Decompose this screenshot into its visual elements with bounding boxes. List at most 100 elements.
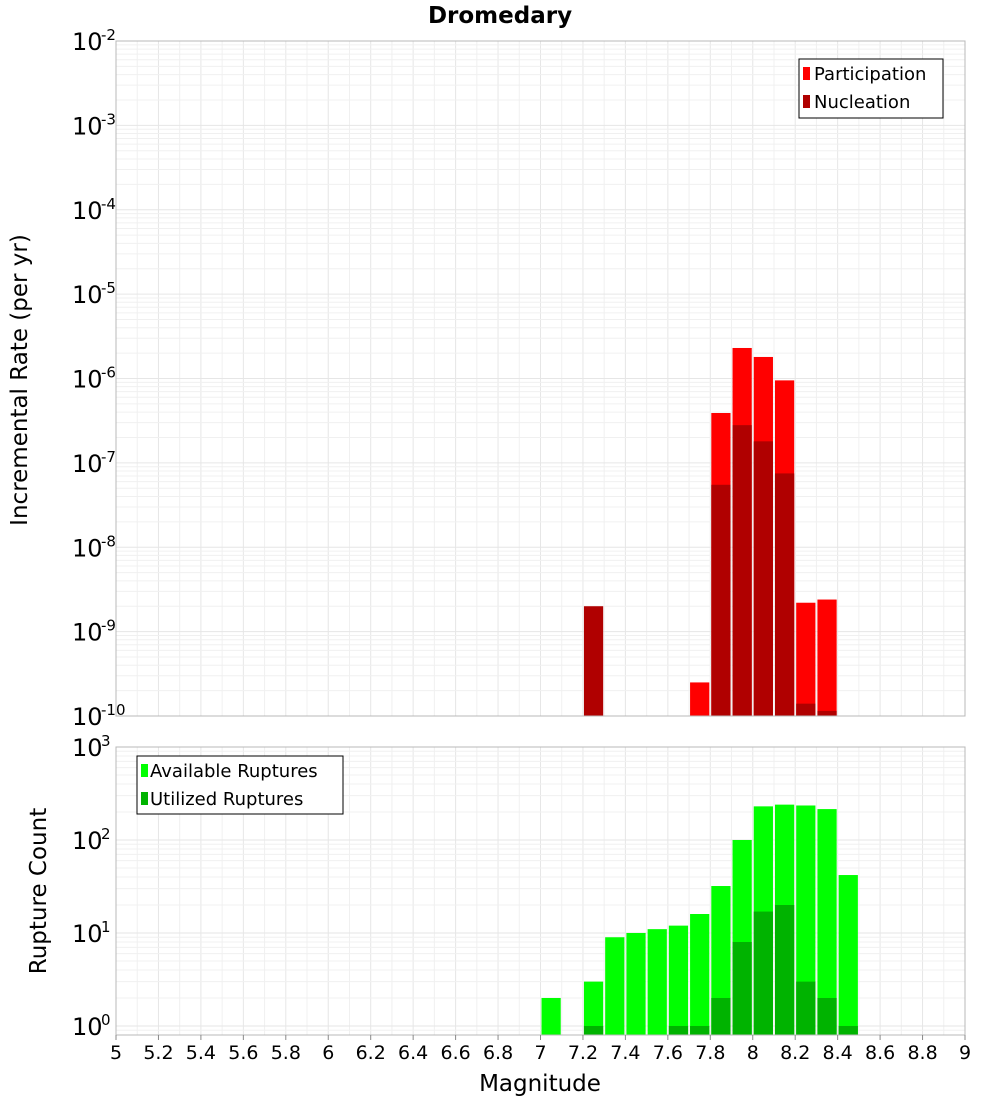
rate-plot-grid — [115, 40, 966, 717]
x-tick-label: 7.2 — [568, 1042, 598, 1064]
x-tick-label: 5.8 — [271, 1042, 301, 1064]
x-tick-label: 6.6 — [440, 1042, 470, 1064]
x-tick-label: 8.6 — [865, 1042, 895, 1064]
y-tick-label: 10 — [72, 450, 103, 478]
rate-participation-bar — [690, 682, 710, 716]
y-tick-exponent: -7 — [101, 448, 116, 466]
available-legend-label: Available Ruptures — [150, 761, 318, 782]
count-utilized-ruptures-bar — [817, 997, 837, 1035]
x-tick-label: 7.4 — [610, 1042, 640, 1064]
count-utilized-ruptures-bar — [668, 1025, 689, 1035]
utilized-legend-swatch — [141, 792, 148, 805]
rate-plot-frame — [115, 40, 966, 717]
count-available-ruptures-bar — [668, 925, 689, 1035]
count-available-ruptures-bar — [647, 929, 667, 1035]
rate-plot-y-axis-label: Incremental Rate (per yr) — [7, 234, 33, 526]
y-tick-label: 10 — [72, 920, 103, 948]
count-utilized-ruptures-bar — [690, 1025, 710, 1035]
count-utilized-ruptures-bar — [838, 1025, 858, 1035]
y-tick-exponent: -3 — [101, 110, 116, 128]
count-plot-bars — [541, 804, 858, 1035]
y-tick-label: 10 — [72, 366, 103, 394]
count-legend-box — [136, 755, 344, 815]
x-tick-label: 5.2 — [143, 1042, 173, 1064]
rate-legend-box — [798, 58, 944, 119]
count-utilized-ruptures-bar — [753, 911, 773, 1035]
x-tick-label: 6.2 — [356, 1042, 386, 1064]
participation-legend-label: Participation — [814, 64, 926, 85]
chart-title: Dromedary — [428, 3, 572, 29]
count-plot-legend: Available Ruptures Utilized Ruptures — [136, 755, 344, 815]
count-available-ruptures-bar — [626, 932, 646, 1035]
x-tick-label: 5.6 — [228, 1042, 258, 1064]
rate-nucleation-bar — [753, 441, 773, 716]
x-tick-label: 8 — [747, 1042, 759, 1064]
x-tick-label: 6.4 — [398, 1042, 428, 1064]
count-utilized-ruptures-bar — [774, 904, 795, 1035]
count-utilized-ruptures-bar — [796, 981, 816, 1035]
x-tick-label: 5.4 — [186, 1042, 216, 1064]
x-axis-label: Magnitude — [479, 1071, 601, 1097]
count-available-ruptures-bar — [605, 937, 625, 1035]
x-tick-label: 6.8 — [483, 1042, 513, 1064]
count-available-ruptures-bar — [690, 914, 710, 1035]
count-available-ruptures-bar — [817, 809, 837, 1035]
rate-plot-bars — [583, 347, 837, 716]
y-tick-exponent: 2 — [101, 825, 111, 843]
count-available-ruptures-bar — [541, 997, 561, 1035]
y-tick-exponent: -10 — [101, 701, 126, 719]
y-tick-label: 10 — [72, 534, 103, 562]
rate-nucleation-bar — [711, 484, 731, 716]
y-tick-label: 10 — [72, 281, 103, 309]
count-utilized-ruptures-bar — [583, 1025, 604, 1035]
x-tick-label: 8.4 — [823, 1042, 853, 1064]
nucleation-legend-swatch — [803, 95, 810, 108]
y-tick-exponent: -2 — [101, 26, 116, 44]
count-available-ruptures-bar — [583, 981, 604, 1035]
y-tick-label: 10 — [72, 734, 103, 762]
y-tick-label: 10 — [72, 703, 103, 731]
rate-nucleation-bar — [774, 473, 795, 716]
count-utilized-ruptures-bar — [732, 942, 752, 1035]
y-tick-label: 10 — [72, 1013, 103, 1041]
available-legend-swatch — [141, 764, 148, 777]
y-tick-exponent: -9 — [101, 617, 116, 635]
rate-nucleation-bar — [583, 606, 604, 716]
count-plot-y-axis-label: Rupture Count — [26, 808, 52, 974]
x-tick-label: 7 — [534, 1042, 546, 1064]
count-available-ruptures-bar — [838, 875, 858, 1035]
y-tick-label: 10 — [72, 197, 103, 225]
rate-plot-legend: Participation Nucleation — [798, 58, 944, 119]
rate-participation-bar — [817, 599, 837, 716]
x-tick-label: 8.8 — [907, 1042, 937, 1064]
y-tick-exponent: -5 — [101, 279, 116, 297]
rate-participation-bar — [796, 602, 816, 716]
y-tick-exponent: 0 — [101, 1011, 111, 1029]
x-tick-label: 7.8 — [695, 1042, 725, 1064]
y-tick-label: 10 — [72, 112, 103, 140]
y-tick-label: 10 — [72, 827, 103, 855]
y-tick-label: 10 — [72, 619, 103, 647]
y-tick-label: 10 — [72, 28, 103, 56]
y-tick-exponent: -8 — [101, 532, 116, 550]
y-tick-exponent: -6 — [101, 364, 116, 382]
y-tick-exponent: 3 — [101, 732, 111, 750]
y-tick-exponent: -4 — [101, 195, 116, 213]
rate-plot: Dromedary 10-1010-910-810-710-610-510-41… — [7, 3, 966, 731]
rate-nucleation-bar — [817, 710, 837, 716]
count-utilized-ruptures-bar — [711, 997, 731, 1035]
x-tick-label: 6 — [322, 1042, 334, 1064]
x-tick-label: 7.6 — [653, 1042, 683, 1064]
rate-nucleation-bar — [732, 425, 752, 716]
y-tick-exponent: 1 — [101, 918, 111, 936]
x-tick-label: 8.2 — [780, 1042, 810, 1064]
nucleation-legend-label: Nucleation — [814, 92, 910, 113]
participation-legend-swatch — [803, 67, 810, 80]
x-tick-label: 5 — [110, 1042, 122, 1064]
count-available-ruptures-bar — [711, 886, 731, 1035]
